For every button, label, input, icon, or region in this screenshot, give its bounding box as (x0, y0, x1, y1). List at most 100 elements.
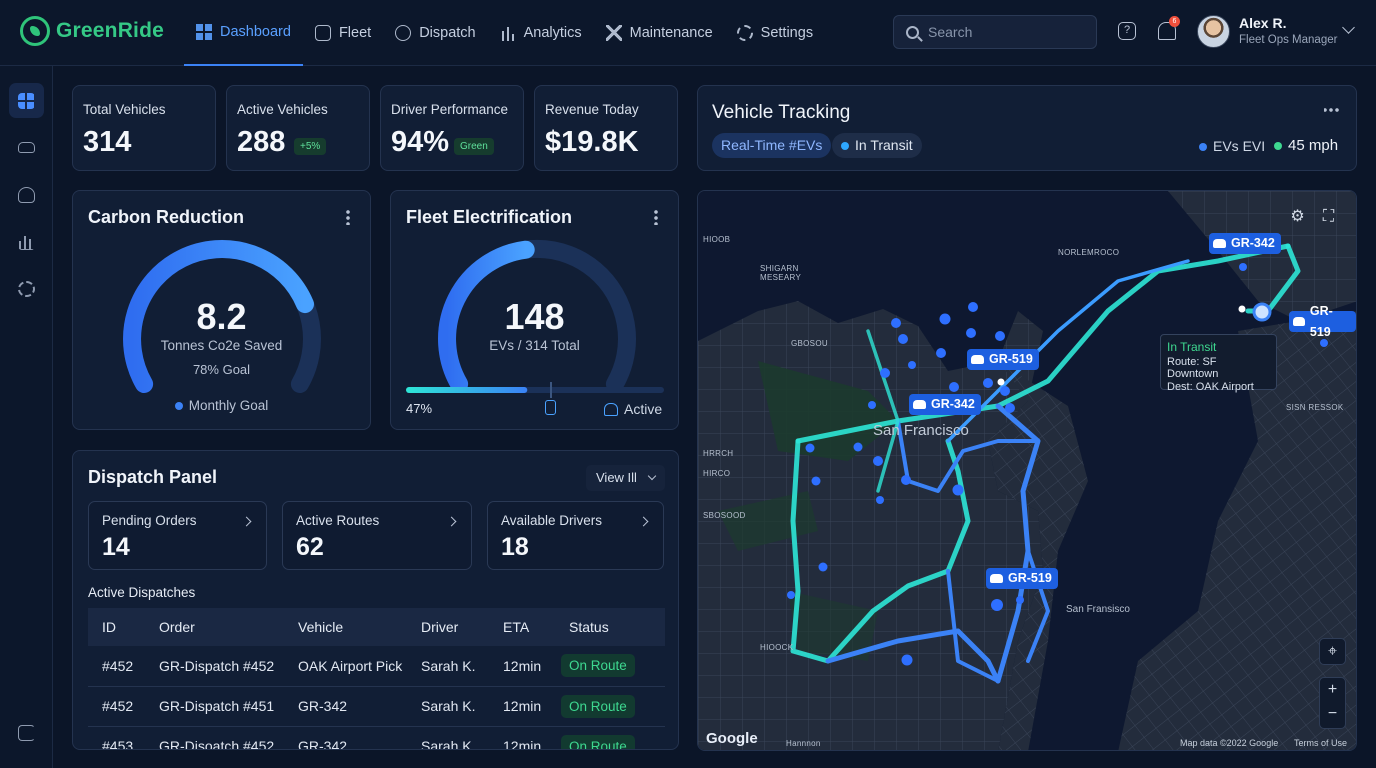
col-header[interactable]: Driver (407, 608, 489, 646)
pill-label: In Transit (855, 137, 913, 153)
vehicle-marker-gr-519[interactable]: GR-519 (986, 568, 1058, 589)
map-city-label: San Francisco (873, 422, 969, 439)
status-badge: On Route (561, 654, 635, 678)
pill-realtime[interactable]: Real-Time #EVs (712, 133, 832, 158)
table-row[interactable]: #452 GR-Dispatch #451 GR-342 Sarah K. 12… (88, 686, 665, 727)
table-header-row: ID Order Vehicle Driver ETA Status (88, 608, 665, 646)
vehicle-marker-gr-519[interactable]: GR-519 (967, 349, 1039, 370)
car-icon (18, 142, 35, 153)
dispatch-title: Dispatch Panel (88, 467, 218, 487)
cell-vehicle: GR-342 (284, 686, 407, 727)
sidebar-item-users[interactable] (9, 177, 44, 212)
nav-analytics[interactable]: Analytics (488, 0, 594, 66)
map-label: NORLEMROCO (1058, 248, 1120, 257)
view-dropdown[interactable]: View Ill (586, 465, 665, 491)
car-icon (314, 25, 331, 41)
map-attribution: Map data ©2022 Google (1180, 738, 1279, 748)
kpi-revenue-today[interactable]: Revenue Today $19.8K (534, 85, 678, 171)
map-settings-gear-icon[interactable]: ⚙ (1290, 208, 1305, 225)
kpi-total-vehicles[interactable]: Total Vehicles 314 (72, 85, 216, 171)
map-label: HIRCO (703, 469, 731, 478)
app-name: GreenRide (56, 19, 164, 42)
dashboard-grid-icon (196, 24, 212, 40)
zoom-out-icon[interactable]: − (1327, 705, 1338, 722)
col-header[interactable]: Status (555, 608, 665, 646)
col-header[interactable]: Vehicle (284, 608, 407, 646)
user-role: Fleet Ops Manager (1239, 34, 1338, 46)
active-routes-card[interactable]: Active Routes 62 (282, 501, 472, 570)
status-badge: On Route (561, 694, 635, 718)
help-icon[interactable]: ? (1118, 22, 1136, 40)
user-name: Alex R. (1239, 15, 1287, 31)
more-icon[interactable] (1324, 108, 1340, 112)
gear-icon (18, 280, 35, 297)
sidebar-item-settings[interactable] (9, 271, 44, 306)
logo[interactable]: GreenRide (20, 16, 164, 46)
map-terms-link[interactable]: Terms of Use (1294, 738, 1348, 748)
locate-crosshair-icon[interactable]: ⌖ (1319, 638, 1346, 665)
zoom-in-icon[interactable]: + (1327, 681, 1338, 698)
search-input[interactable] (928, 24, 1078, 40)
chevron-down-icon (647, 471, 657, 481)
cell-vehicle: OAK Airport Pick (284, 646, 407, 687)
gear-icon (736, 25, 753, 41)
vehicle-marker-gr-519[interactable]: GR-519 (1289, 304, 1356, 339)
dispatch-panel: Dispatch Panel View Ill Pending Orders 1… (72, 450, 679, 750)
cell-id: #452 (88, 646, 145, 687)
pill-in-transit[interactable]: In Transit (832, 133, 922, 158)
notification-badge: 6 (1169, 16, 1180, 27)
search-box (893, 15, 1097, 49)
sidebar-item-fleet[interactable] (9, 130, 44, 165)
available-drivers-card[interactable]: Available Drivers 18 (487, 501, 664, 570)
fullscreen-icon[interactable]: ⛶ (1322, 208, 1335, 225)
vehicle-marker-gr-342[interactable]: GR-342 (909, 394, 981, 415)
car-icon (1213, 239, 1226, 248)
chevron-right-icon (446, 516, 457, 527)
vehicle-map[interactable]: NORLEMROCO SHIGARN MESEARY GBOSOU SISN R… (697, 190, 1357, 751)
tooltip-dest: Dest: OAK Airport (1167, 381, 1254, 393)
zoom-controls: + − (1319, 677, 1346, 729)
table-row[interactable]: #452 GR-Dispatch #452 OAK Airport Pick S… (88, 646, 665, 687)
kpi-value: 288 (237, 126, 286, 158)
pending-orders-card[interactable]: Pending Orders 14 (88, 501, 267, 570)
sidebar-item-dashboard[interactable] (9, 83, 44, 118)
kpi-driver-performance[interactable]: Driver Performance 94% Green (380, 85, 524, 171)
more-icon[interactable] (654, 209, 658, 225)
gauge-fill (123, 240, 314, 393)
table-row[interactable]: #453 GR-Disoatch #452 GR-342 Sarah K. 12… (88, 726, 665, 749)
vehicle-tooltip: In Transit Route: SF Downtown Dest: OAK … (1160, 334, 1277, 393)
col-header[interactable]: ETA (489, 608, 555, 646)
nav-maintenance[interactable]: Maintenance (594, 0, 725, 66)
nav-dispatch[interactable]: Dispatch (383, 0, 487, 66)
col-header[interactable]: Order (145, 608, 284, 646)
cell-status: On Route (555, 726, 665, 749)
electrification-sub: EVs / 314 Total (489, 338, 580, 353)
avatar[interactable] (1197, 15, 1230, 48)
nav-fleet[interactable]: Fleet (303, 0, 383, 66)
disp-value: 18 (501, 533, 529, 561)
legend-label: Monthly Goal (188, 398, 269, 413)
electrification-percent: 47% (406, 401, 433, 416)
kpi-label: Active Vehicles (237, 102, 328, 117)
cell-vehicle: GR-342 (284, 726, 407, 749)
col-header[interactable]: ID (88, 608, 145, 646)
speed-dot-icon (1274, 142, 1282, 151)
sidebar-item-analytics[interactable] (9, 224, 44, 259)
more-icon[interactable] (346, 209, 350, 225)
bell-icon[interactable] (1158, 22, 1176, 40)
marker-label: GR-519 (1008, 571, 1052, 585)
kpi-active-vehicles[interactable]: Active Vehicles 288 +5% (226, 85, 370, 171)
car-icon (913, 400, 926, 409)
carbon-title: Carbon Reduction (88, 207, 244, 227)
dispatch-table: ID Order Vehicle Driver ETA Status #452 … (88, 608, 665, 749)
logout-icon (18, 724, 35, 741)
chevron-down-icon[interactable] (1342, 21, 1355, 34)
vehicle-marker-gr-342[interactable]: GR-342 (1209, 233, 1281, 254)
sidebar-item-logout[interactable] (9, 715, 44, 750)
kpi-value: $19.8K (545, 126, 639, 158)
view-label: View Ill (596, 470, 637, 485)
nav-settings[interactable]: Settings (725, 0, 825, 66)
nav-dashboard[interactable]: Dashboard (184, 0, 303, 66)
map-label: HRRCH (703, 449, 734, 458)
bar-chart-icon (499, 25, 516, 41)
